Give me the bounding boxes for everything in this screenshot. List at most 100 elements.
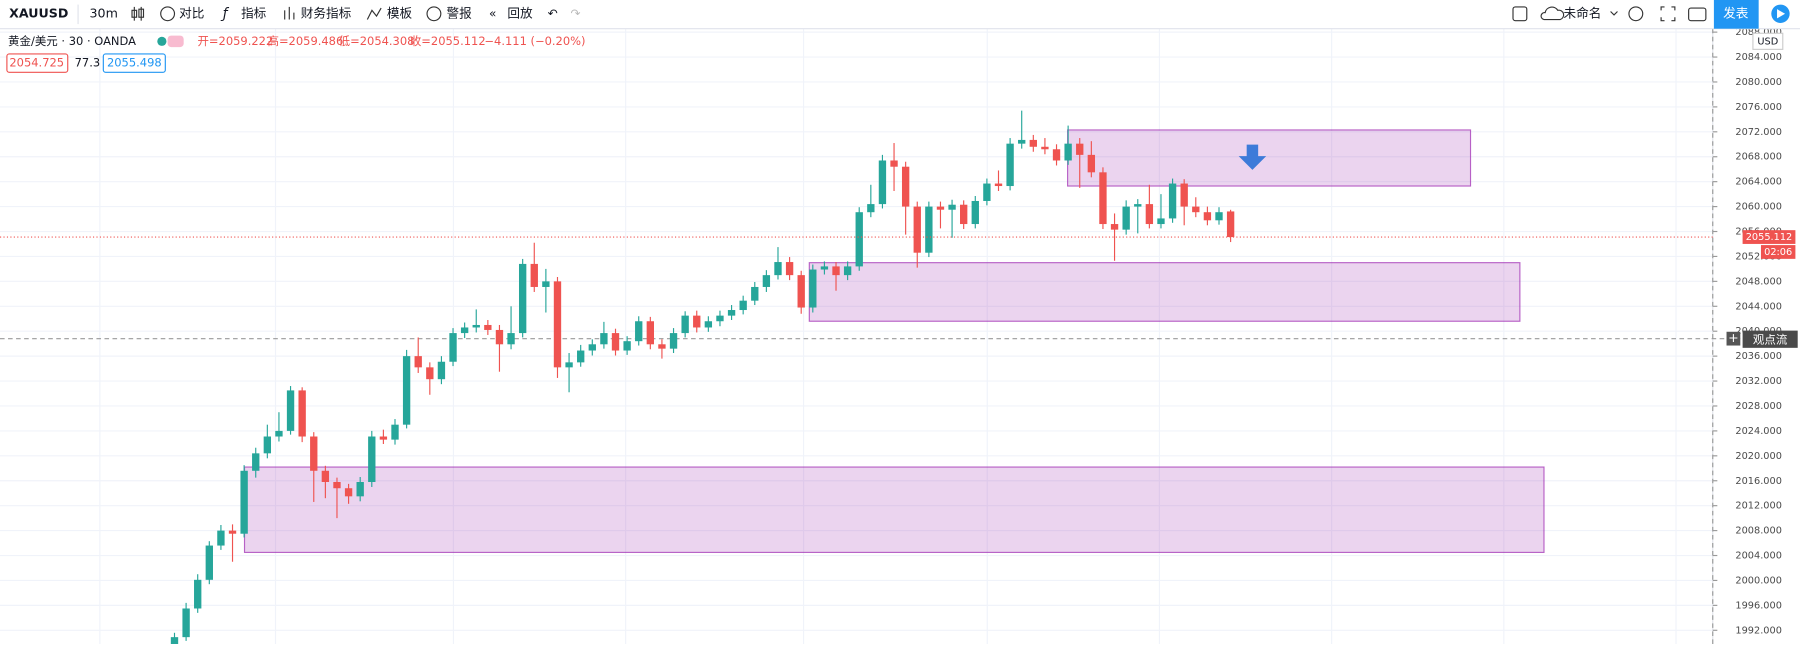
candle-body bbox=[1076, 143, 1084, 155]
candle-body bbox=[437, 361, 446, 380]
undo-button[interactable]: ↶ bbox=[548, 6, 558, 20]
candle-body bbox=[1180, 183, 1188, 207]
candle-body bbox=[205, 545, 213, 580]
publish-label[interactable]: 发表 bbox=[1723, 5, 1749, 20]
bid[interactable]: 2054.725 bbox=[9, 56, 64, 70]
indicators-button[interactable]: 指标 bbox=[241, 5, 267, 20]
candle-body bbox=[460, 327, 469, 334]
candle-body bbox=[194, 579, 202, 609]
legend-title: 黄金/美元 · 30 · OANDA bbox=[8, 34, 136, 48]
candle-body bbox=[785, 262, 794, 276]
layout-name[interactable]: 未命名 bbox=[1564, 5, 1602, 20]
replay-button[interactable]: 回放 bbox=[507, 5, 533, 20]
layout-checkbox[interactable] bbox=[1512, 6, 1528, 22]
candle-body bbox=[182, 608, 190, 638]
candle-body bbox=[1052, 149, 1061, 161]
legend-close: 收=2055.112 bbox=[410, 34, 486, 48]
candle-body bbox=[263, 436, 272, 454]
candle-body bbox=[333, 481, 341, 489]
y-tick-label: 2048.000 bbox=[1735, 276, 1782, 287]
snapshot-button[interactable] bbox=[1688, 7, 1707, 22]
ask[interactable]: 2055.498 bbox=[107, 56, 162, 70]
candle-body bbox=[170, 637, 179, 646]
y-tick-label: 2028.000 bbox=[1735, 401, 1782, 412]
candle-body bbox=[646, 321, 655, 345]
play-icon bbox=[1777, 9, 1786, 19]
fullscreen-button[interactable] bbox=[1660, 6, 1676, 22]
candle-body bbox=[542, 281, 550, 287]
bid-box[interactable] bbox=[6, 53, 69, 73]
financials-button[interactable]: 财务指标 bbox=[301, 5, 352, 20]
candle-body bbox=[727, 310, 736, 316]
ideas-tag: 观点流 bbox=[1753, 332, 1788, 346]
candle-body bbox=[1215, 212, 1223, 221]
candle-body bbox=[1110, 224, 1119, 230]
candle-body bbox=[1203, 212, 1212, 221]
candle-body bbox=[414, 356, 422, 368]
current-price-box bbox=[1742, 230, 1796, 244]
toolbar bbox=[0, 0, 1800, 29]
templates-button[interactable]: 模板 bbox=[387, 5, 413, 20]
price-zone bbox=[243, 466, 1545, 553]
settings-button[interactable] bbox=[1628, 6, 1644, 22]
legend-change: −4.111 (−0.20%) bbox=[484, 34, 585, 48]
y-tick-label: 2088.000 bbox=[1735, 27, 1782, 38]
candle-body bbox=[913, 206, 921, 253]
candle-body bbox=[809, 269, 817, 308]
candle-body bbox=[1192, 206, 1200, 213]
redo-button[interactable]: ↷ bbox=[571, 6, 581, 20]
publish-button[interactable] bbox=[1713, 0, 1759, 29]
candle-body bbox=[344, 488, 353, 497]
ask-box[interactable] bbox=[102, 53, 166, 73]
candle-body bbox=[762, 275, 771, 287]
layout-dropdown[interactable] bbox=[1610, 11, 1618, 16]
financials-icon[interactable] bbox=[284, 6, 295, 20]
candle-body bbox=[878, 160, 887, 205]
candle-body bbox=[716, 315, 724, 322]
countdown: 02:06 bbox=[1764, 247, 1792, 258]
interval[interactable]: 30m bbox=[90, 5, 118, 20]
candle-body bbox=[588, 344, 596, 351]
y-tick-label: 2012.000 bbox=[1735, 501, 1782, 512]
compare-button[interactable]: 对比 bbox=[179, 5, 204, 20]
compare-icon[interactable] bbox=[160, 6, 176, 22]
y-tick-label: 2084.000 bbox=[1735, 52, 1782, 63]
candle-body bbox=[577, 350, 585, 363]
candle-body bbox=[681, 315, 689, 334]
legend-open: 开=2059.222 bbox=[197, 34, 273, 48]
alert-button[interactable]: 警报 bbox=[447, 5, 473, 20]
candle-body bbox=[983, 183, 991, 201]
candle-body bbox=[960, 204, 968, 225]
y-tick-label: 2032.000 bbox=[1735, 376, 1782, 387]
templates-icon[interactable] bbox=[366, 7, 382, 20]
ideas-tag-box bbox=[1742, 330, 1798, 348]
chart-style-button[interactable] bbox=[131, 6, 145, 21]
candle-body bbox=[530, 263, 538, 287]
candle-body bbox=[518, 263, 527, 334]
candle-body bbox=[658, 344, 666, 349]
candle-body bbox=[948, 204, 956, 210]
candle-body bbox=[217, 530, 225, 546]
candle-body bbox=[356, 481, 364, 497]
candle-body bbox=[1087, 154, 1096, 173]
candle-body bbox=[867, 204, 875, 213]
y-tick-label: 2020.000 bbox=[1735, 451, 1782, 462]
symbol[interactable]: XAUUSD bbox=[9, 5, 68, 20]
candle-body bbox=[739, 300, 747, 311]
y-tick-label: 2068.000 bbox=[1735, 152, 1782, 163]
candle-body bbox=[843, 266, 852, 276]
y-tick-label: 2024.000 bbox=[1735, 426, 1782, 437]
candle-body bbox=[472, 324, 480, 328]
alert-icon[interactable] bbox=[426, 6, 442, 22]
candle-body bbox=[310, 436, 318, 471]
replay-icon[interactable]: « bbox=[489, 6, 496, 20]
candle-body bbox=[495, 329, 504, 345]
y-tick-label: 1992.000 bbox=[1735, 625, 1782, 636]
candle-body bbox=[368, 436, 376, 482]
indicator-icon[interactable]: ƒ bbox=[220, 6, 230, 22]
candle-body bbox=[1099, 172, 1107, 225]
y-tick-label: 2072.000 bbox=[1735, 127, 1782, 138]
candle-body bbox=[890, 160, 898, 167]
crosshair-plus bbox=[1726, 331, 1741, 346]
